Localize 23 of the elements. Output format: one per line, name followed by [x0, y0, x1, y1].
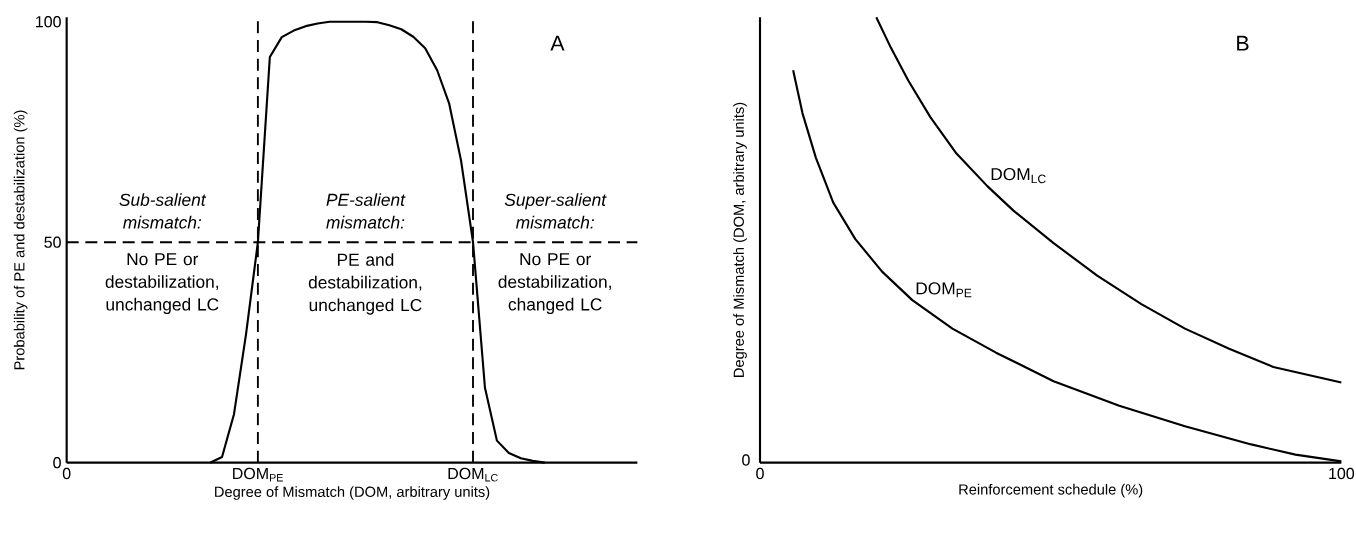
- x-tick-label: DOM$_{PE}$: [233, 467, 283, 482]
- text: B: [1237, 36, 1249, 51]
- x-tick-label: 100: [1329, 467, 1355, 480]
- x-axis-title: Reinforcement schedule (%): [959, 484, 1143, 498]
- x-tick-label: 0: [62, 467, 71, 480]
- annotation: No PE or destabilization, changed LC: [498, 253, 611, 315]
- y-tick-label: 0: [53, 457, 61, 469]
- y-axis-title: Degree of Mismatch (DOM, arbitrary units): [733, 102, 747, 378]
- annotation: Super-salient mismatch:: [504, 193, 607, 229]
- x-axis-title: Degree of Mismatch (DOM, arbitrary units): [215, 486, 490, 501]
- y-tick-label: 100: [36, 16, 61, 28]
- y-axis-title: Probability of PE and destabilization (%): [13, 110, 28, 370]
- series-label: DOM$_{PE}$: [916, 282, 972, 298]
- y-tick-label: 50: [44, 236, 61, 249]
- annotation: Sub-salient mismatch:: [119, 193, 207, 229]
- annotation: No PE or destabilization, unchanged LC: [105, 253, 219, 315]
- x-tick-label: DOM$_{LC}$: [448, 467, 498, 482]
- text: A: [550, 36, 565, 51]
- annotation: PE-salient mismatch:: [326, 193, 406, 229]
- text: 0: [742, 454, 750, 466]
- x-tick-label: 0: [756, 467, 764, 480]
- annotation: PE and destabilization, unchanged LC: [308, 253, 422, 315]
- series-label: DOM$_{LC}$: [991, 168, 1046, 184]
